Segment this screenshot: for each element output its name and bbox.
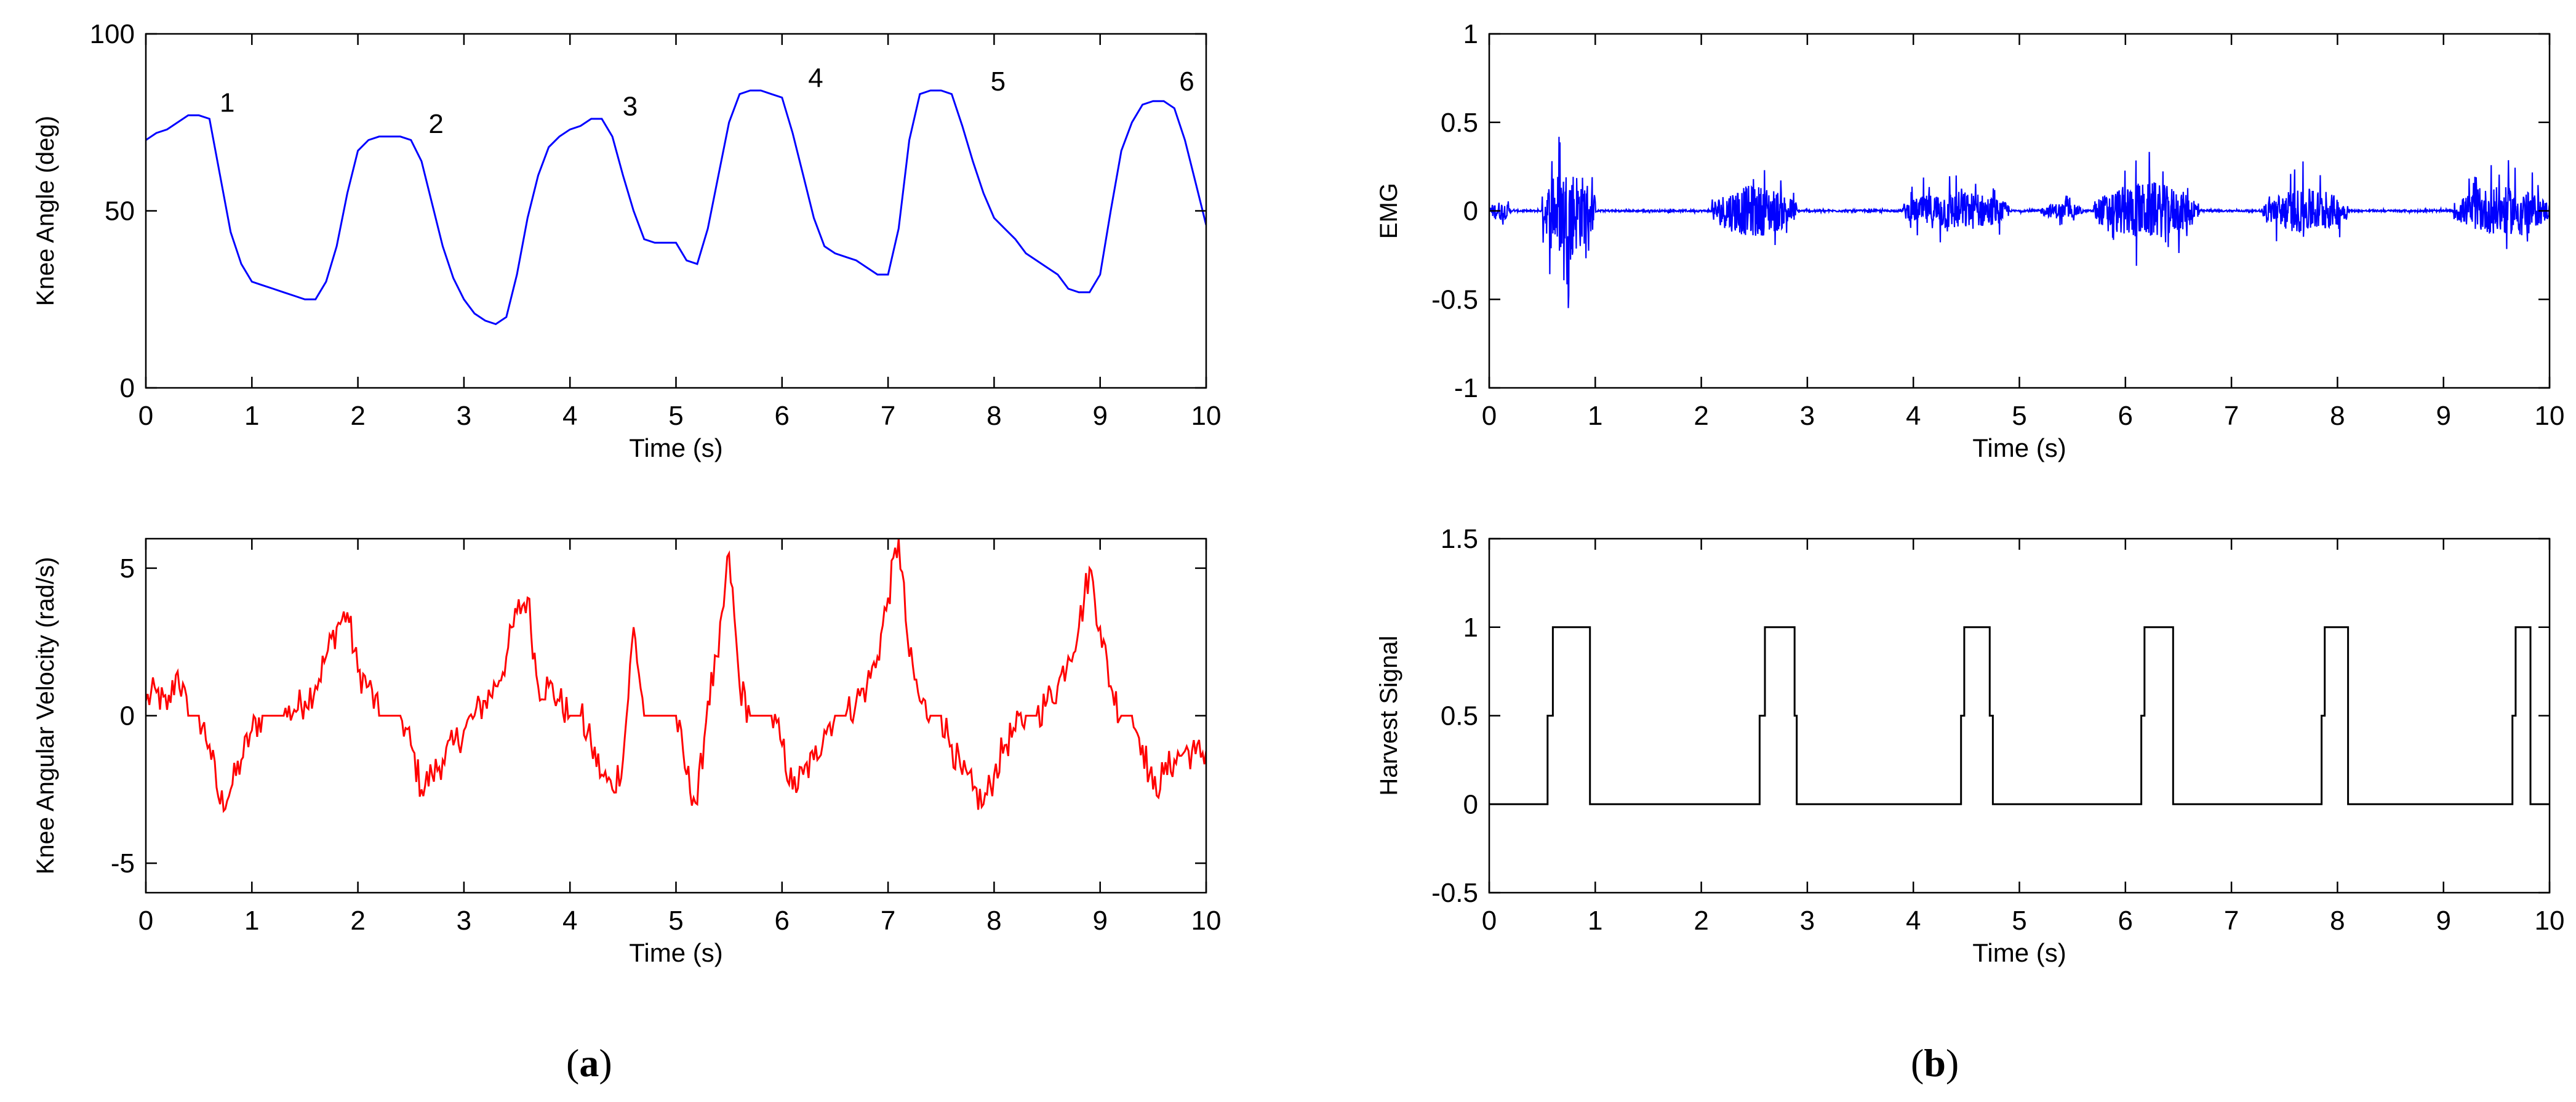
y-tick-label: 0 (1463, 789, 1478, 819)
caption-b: (b) (1911, 1041, 1959, 1085)
y-tick-label: -0.5 (1431, 284, 1478, 315)
axes-frame (1488, 537, 2551, 894)
y-axis-label: Knee Angular Velocity (rad/s) (32, 557, 59, 875)
series-line-a-bottom (146, 539, 1206, 813)
axes-frame (145, 33, 1207, 389)
x-tick-label: 0 (138, 401, 153, 431)
x-tick-label: 4 (1906, 906, 1921, 936)
x-tick-label: 0 (1482, 401, 1497, 431)
x-tick-label: 5 (2012, 401, 2026, 431)
x-tick-label: 3 (457, 906, 471, 936)
x-tick-label: 8 (2330, 401, 2345, 431)
x-tick-label: 3 (1800, 906, 1815, 936)
caption-a: (a) (566, 1041, 612, 1085)
y-tick-label: 0 (120, 701, 135, 731)
x-tick-label: 8 (986, 401, 1001, 431)
series-line-a-top (146, 89, 1206, 326)
x-tick-label: 3 (1800, 401, 1815, 431)
x-tick-label: 10 (1191, 401, 1222, 431)
x-tick-label: 6 (2118, 401, 2133, 431)
x-tick-label: 10 (2535, 401, 2565, 431)
x-tick-label: 2 (350, 906, 365, 936)
y-tick-label: 0 (120, 373, 135, 403)
x-tick-label: 10 (1191, 906, 1222, 936)
series-line-b-top (1489, 137, 2550, 308)
y-tick-label: 0 (1463, 196, 1478, 227)
x-tick-label: 10 (2535, 906, 2565, 936)
x-axis-label: Time (s) (629, 433, 722, 462)
x-axis-label: Time (s) (629, 938, 722, 967)
x-tick-label: 4 (1906, 401, 1921, 431)
y-tick-label: 1 (1463, 613, 1478, 643)
x-tick-label: 6 (775, 906, 790, 936)
x-tick-label: 1 (244, 401, 259, 431)
x-tick-label: 2 (350, 401, 365, 431)
x-tick-label: 1 (244, 906, 259, 936)
peak-annotation: 4 (808, 63, 823, 93)
x-tick-label: 5 (2012, 906, 2026, 936)
y-tick-label: 50 (105, 196, 135, 227)
x-tick-label: 9 (1092, 906, 1107, 936)
x-tick-label: 5 (668, 906, 683, 936)
x-tick-label: 2 (1694, 401, 1708, 431)
x-tick-label: 9 (2436, 401, 2450, 431)
x-tick-label: 0 (1482, 906, 1497, 936)
x-tick-label: 8 (986, 906, 1001, 936)
peak-annotation: 1 (220, 88, 234, 118)
x-tick-label: 7 (881, 906, 895, 936)
x-tick-label: 3 (457, 401, 471, 431)
y-tick-label: -1 (1454, 373, 1478, 403)
x-tick-label: 6 (775, 401, 790, 431)
peak-annotation: 5 (991, 66, 1006, 97)
series-line-b-bottom (1489, 626, 2550, 805)
x-tick-label: 7 (2224, 906, 2239, 936)
peak-annotation: 2 (428, 109, 443, 139)
y-tick-label: -5 (111, 848, 135, 879)
x-tick-label: 2 (1694, 906, 1708, 936)
y-axis-label: EMG (1375, 183, 1402, 239)
y-axis-label: Knee Angle (deg) (32, 116, 59, 306)
x-tick-label: 1 (1588, 906, 1602, 936)
x-axis-label: Time (s) (1972, 433, 2066, 462)
x-tick-label: 9 (2436, 906, 2450, 936)
peak-annotation: 6 (1179, 66, 1194, 97)
x-tick-label: 7 (881, 401, 895, 431)
y-tick-label: 100 (90, 19, 135, 49)
x-tick-label: 6 (2118, 906, 2133, 936)
x-tick-label: 0 (138, 906, 153, 936)
y-tick-label: 0.5 (1441, 108, 1478, 138)
y-tick-label: -0.5 (1431, 878, 1478, 908)
chart-b-top: 0 1 2 3 4 5 6 7 8 9 10 -1 -0.5 0 0.5 1 Time (s) EMG (1375, 19, 2564, 462)
x-tick-label: 8 (2330, 906, 2345, 936)
x-tick-label: 1 (1588, 401, 1602, 431)
y-tick-label: 5 (120, 553, 135, 584)
x-axis-label: Time (s) (1972, 938, 2066, 967)
x-tick-label: 9 (1092, 401, 1107, 431)
y-axis-label: Harvest Signal (1375, 635, 1402, 795)
y-tick-label: 0.5 (1441, 701, 1478, 731)
y-tick-label: 1 (1463, 19, 1478, 49)
x-tick-label: 7 (2224, 401, 2239, 431)
peak-annotation: 3 (623, 91, 638, 121)
x-tick-label: 5 (668, 401, 683, 431)
y-tick-label: 1.5 (1441, 524, 1478, 554)
x-tick-label: 4 (562, 401, 577, 431)
x-tick-label: 4 (562, 906, 577, 936)
